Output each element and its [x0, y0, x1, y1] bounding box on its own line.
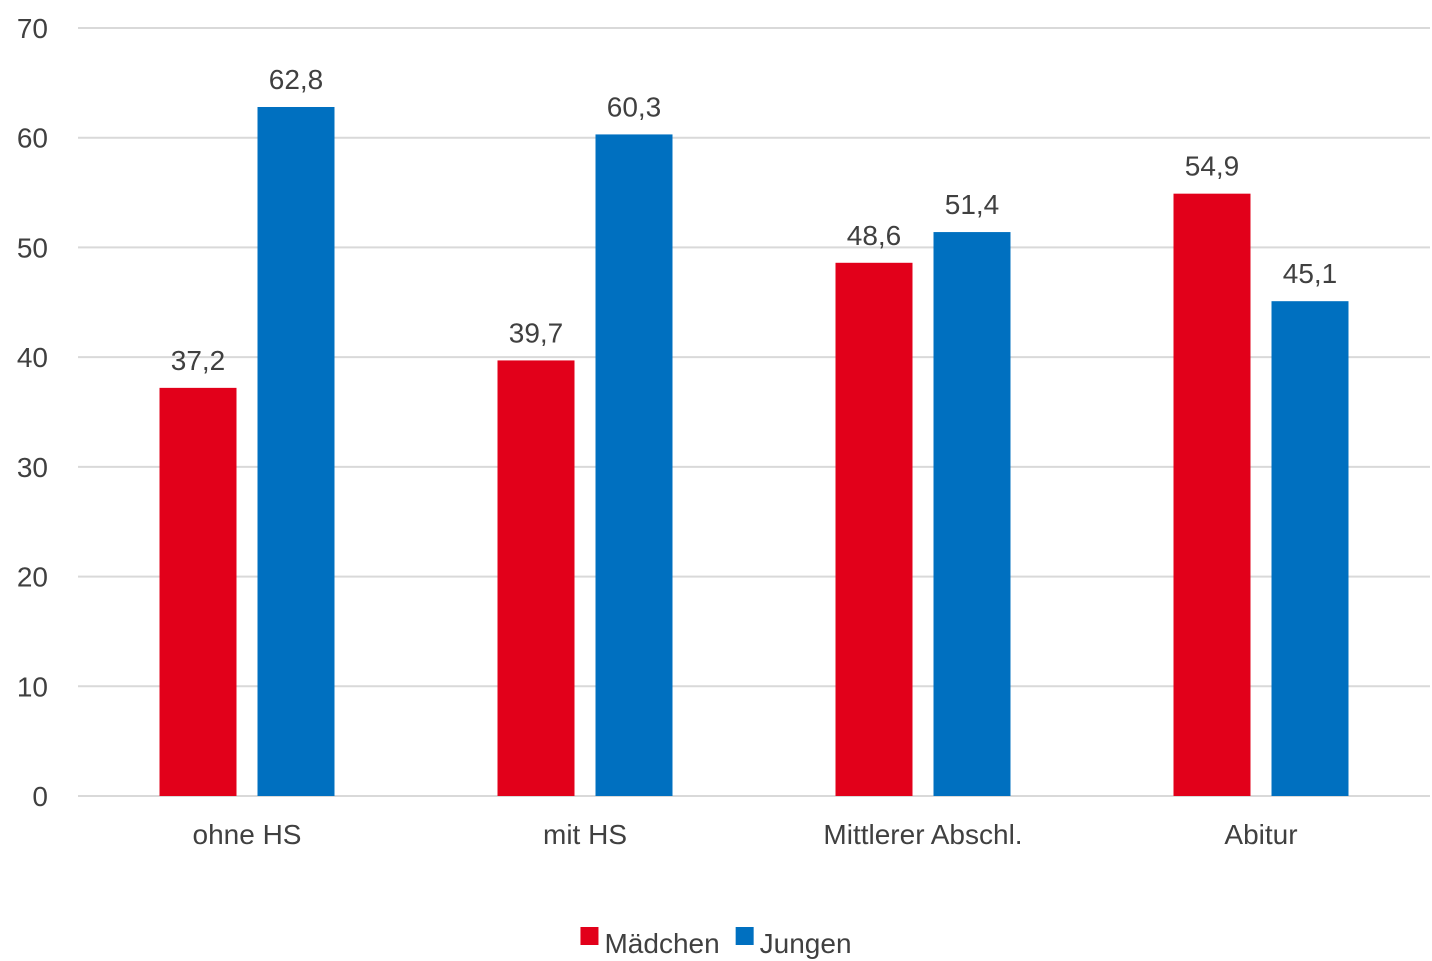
data-labels: 37,2 62,8 39,7 60,3 48,6 51,4 54,9 45,1 [171, 64, 1338, 376]
y-tick-label: 10 [17, 671, 48, 702]
y-tick-label: 70 [17, 13, 48, 44]
data-label: 39,7 [509, 317, 564, 348]
data-label: 48,6 [847, 220, 902, 251]
data-label: 60,3 [607, 91, 662, 122]
data-label: 51,4 [945, 189, 1000, 220]
bar-maedchen [159, 387, 237, 796]
y-tick-label: 30 [17, 452, 48, 483]
x-axis-ticks: ohne HS mit HS Mittlerer Abschl. Abitur [193, 819, 1298, 850]
bars [159, 106, 1349, 797]
data-label: 37,2 [171, 345, 226, 376]
y-tick-label: 60 [17, 123, 48, 154]
bar-maedchen [1173, 193, 1251, 796]
legend: Mädchen Jungen [580, 927, 852, 959]
bar-maedchen [497, 360, 575, 796]
y-tick-label: 20 [17, 562, 48, 593]
legend-label: Jungen [760, 928, 852, 959]
bar-jungen [595, 134, 673, 796]
data-label: 62,8 [269, 64, 324, 95]
legend-swatch [735, 927, 754, 945]
x-tick-label: mit HS [543, 819, 627, 850]
y-tick-label: 40 [17, 342, 48, 373]
x-tick-label: ohne HS [193, 819, 302, 850]
y-axis-ticks: 0 10 20 30 40 50 60 70 [17, 13, 48, 812]
x-tick-label: Mittlerer Abschl. [823, 819, 1022, 850]
bar-jungen [933, 232, 1011, 796]
y-tick-label: 0 [32, 781, 48, 812]
y-tick-label: 50 [17, 232, 48, 263]
legend-label: Mädchen [604, 928, 719, 959]
bar-maedchen [835, 262, 913, 796]
bar-jungen [1271, 301, 1349, 796]
legend-swatch [580, 927, 599, 945]
x-tick-label: Abitur [1224, 819, 1297, 850]
data-label: 54,9 [1185, 151, 1240, 182]
bar-jungen [257, 106, 335, 797]
data-label: 45,1 [1283, 258, 1338, 289]
